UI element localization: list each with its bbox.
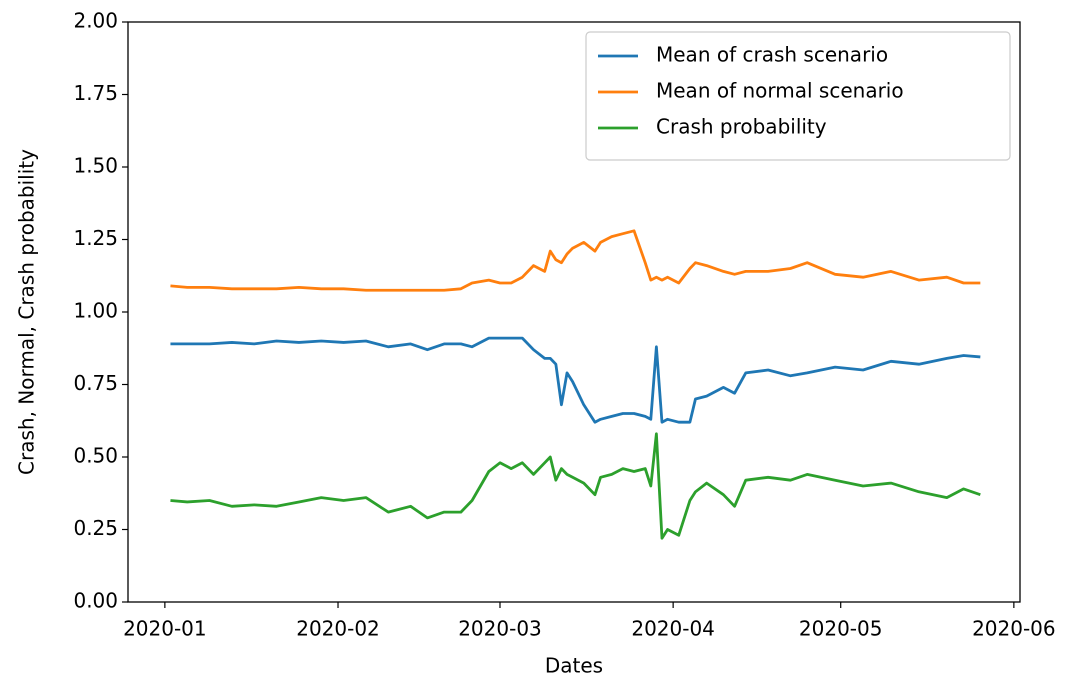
- x-tick-label: 2020-06: [972, 617, 1056, 641]
- x-tick-label: 2020-05: [799, 617, 883, 641]
- legend-label: Mean of normal scenario: [656, 79, 904, 103]
- x-tick-label: 2020-01: [123, 617, 207, 641]
- x-tick-label: 2020-02: [296, 617, 380, 641]
- y-axis-label: Crash, Normal, Crash probability: [15, 149, 39, 475]
- y-tick-label: 1.75: [73, 81, 118, 105]
- y-tick-label: 0.50: [73, 444, 118, 468]
- y-tick-label: 1.25: [73, 226, 118, 250]
- series-line: [170, 336, 981, 424]
- legend-box: [585, 31, 1011, 161]
- legend-label: Mean of crash scenario: [656, 43, 888, 67]
- plot-frame: [127, 21, 1021, 603]
- series-line: [170, 229, 981, 292]
- x-tick-label: 2020-03: [458, 617, 542, 641]
- y-tick-label: 0.25: [73, 516, 118, 540]
- x-axis-label: Dates: [545, 654, 603, 678]
- x-tick-label: 2020-04: [631, 617, 715, 641]
- y-tick-label: 0.00: [73, 589, 118, 613]
- series-line: [170, 432, 981, 540]
- y-tick-label: 1.00: [73, 299, 118, 323]
- y-tick-label: 2.00: [73, 9, 118, 33]
- y-tick-label: 1.50: [73, 154, 118, 178]
- legend-label: Crash probability: [656, 115, 827, 139]
- y-tick-label: 0.75: [73, 371, 118, 395]
